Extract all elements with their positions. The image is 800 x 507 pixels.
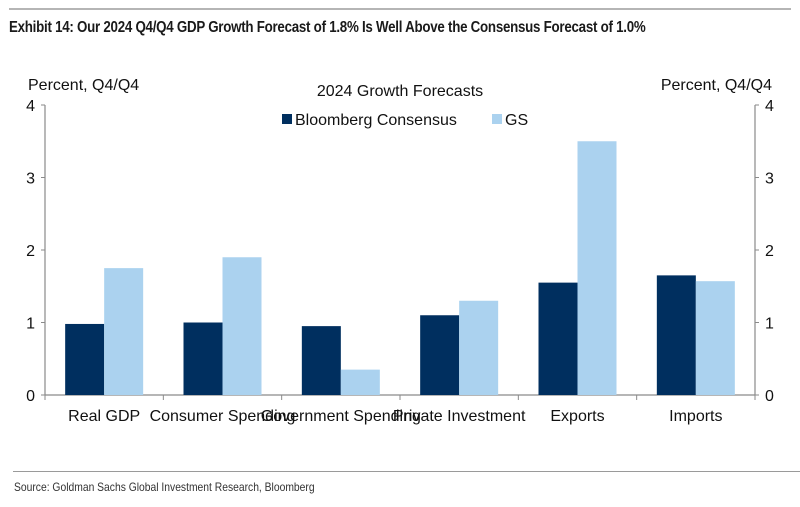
bar-bloomberg [656, 275, 696, 395]
y-tick-label-left: 1 [26, 316, 35, 333]
legend-swatch-gs [492, 114, 502, 124]
bottom-rule [13, 471, 800, 472]
bar-bloomberg [65, 323, 105, 395]
x-tick-label: Consumer Spending [150, 408, 296, 425]
axes: 0 0 1 1 2 2 3 3 4 4 [26, 98, 774, 405]
bar-bloomberg [301, 326, 341, 395]
bar-gs [459, 300, 499, 395]
exhibit-title: Exhibit 14: Our 2024 Q4/Q4 GDP Growth Fo… [9, 19, 646, 36]
bar-gs [104, 268, 144, 395]
y-tick-label-right: 3 [765, 171, 774, 188]
legend: Bloomberg Consensus GS [282, 112, 528, 129]
y-axis-label-right: Percent, Q4/Q4 [661, 77, 772, 94]
bar-gs [222, 257, 262, 395]
bar-bloomberg [183, 322, 223, 395]
top-rule [9, 8, 791, 10]
legend-swatch-bloomberg [282, 114, 292, 124]
y-tick-label-right: 0 [765, 388, 774, 405]
legend-label-gs: GS [505, 112, 528, 129]
source-note: Source: Goldman Sachs Global Investment … [14, 480, 315, 494]
x-tick-label: Imports [669, 408, 722, 425]
y-tick-label-left: 2 [26, 243, 35, 260]
y-tick-label-right: 2 [765, 243, 774, 260]
x-tick-label: Real GDP [68, 408, 140, 425]
bar-bloomberg [420, 315, 460, 395]
bar-gs [577, 141, 617, 395]
y-tick-label-right: 4 [765, 98, 774, 115]
y-tick-label-left: 0 [26, 388, 35, 405]
bar-bloomberg [538, 282, 578, 395]
x-tick-label: Exports [550, 408, 604, 425]
bar-gs [695, 281, 735, 395]
legend-label-bloomberg: Bloomberg Consensus [295, 112, 457, 129]
y-tick-label-right: 1 [765, 316, 774, 333]
y-axis-label-left: Percent, Q4/Q4 [28, 77, 139, 94]
bars [65, 141, 735, 395]
y-tick-label-left: 4 [26, 98, 35, 115]
y-tick-label-left: 3 [26, 171, 35, 188]
chart-title: 2024 Growth Forecasts [317, 83, 483, 100]
bar-gs [340, 369, 380, 395]
x-tick-label: Government Spending [261, 408, 421, 425]
bar-chart: Percent, Q4/Q4 Percent, Q4/Q4 2024 Growt… [26, 77, 774, 425]
x-tick-label: Private Investment [393, 408, 526, 425]
